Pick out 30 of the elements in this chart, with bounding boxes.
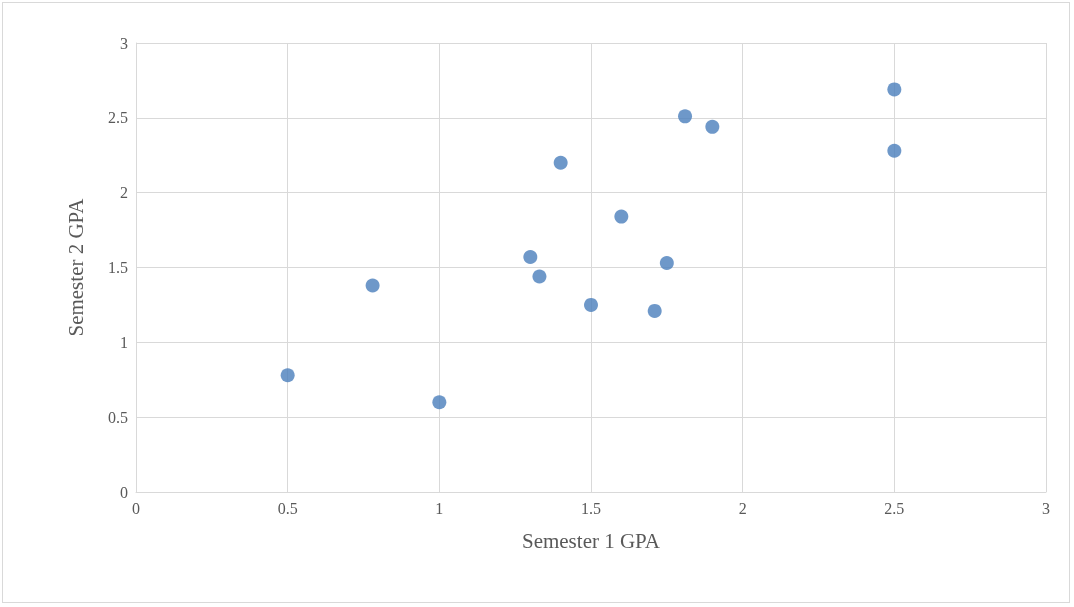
x-tick-label: 3 xyxy=(1042,499,1050,517)
point xyxy=(887,82,902,97)
point xyxy=(659,256,674,271)
x-tick-label: 2 xyxy=(738,499,747,517)
x-axis-title: Semester 1 GPA xyxy=(521,528,661,553)
y-axis-title: Semester 2 GPA xyxy=(63,197,88,337)
x-tick-label: 0 xyxy=(132,499,140,517)
point xyxy=(432,395,447,410)
point xyxy=(584,297,598,312)
point xyxy=(553,155,568,170)
point xyxy=(614,209,629,224)
y-tick-label: 0.5 xyxy=(108,408,128,426)
x-tick-label: 1 xyxy=(435,499,444,517)
x-tick-label: 2.5 xyxy=(884,499,905,517)
point xyxy=(887,143,902,158)
point xyxy=(280,368,295,383)
y-tick-label: 3 xyxy=(120,34,128,52)
x-tick-label: 0.5 xyxy=(277,499,298,517)
point xyxy=(532,269,547,284)
x-tick-label: 1.5 xyxy=(581,499,601,517)
y-tick-label: 2.5 xyxy=(108,109,128,127)
y-tick-label: 0 xyxy=(120,483,128,501)
point xyxy=(678,109,693,124)
y-tick-label: 2 xyxy=(120,184,128,202)
y-tick-label: 1.5 xyxy=(108,259,128,276)
point xyxy=(523,250,538,265)
point xyxy=(705,119,720,134)
point xyxy=(365,278,380,293)
point xyxy=(647,303,662,318)
y-tick-label: 1 xyxy=(120,333,128,351)
